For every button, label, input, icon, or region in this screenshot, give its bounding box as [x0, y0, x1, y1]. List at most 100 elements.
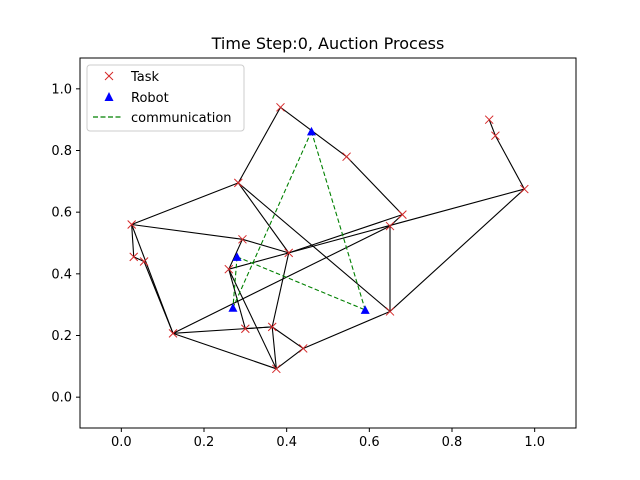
task-marker-stroke: [491, 131, 500, 141]
task-marker-stroke: [398, 210, 407, 219]
task-marker: [129, 252, 139, 262]
tasks-layer: [127, 102, 529, 374]
graph-edge: [271, 326, 277, 369]
task-marker-stroke: [385, 221, 395, 231]
task-marker-stroke: [127, 220, 137, 229]
task-marker-stroke: [271, 364, 281, 374]
task-marker-stroke: [240, 324, 250, 334]
graph-edge: [302, 310, 391, 349]
task-marker: [298, 344, 308, 353]
task-marker-stroke: [484, 115, 494, 125]
task-marker: [276, 102, 285, 112]
task-marker: [342, 152, 351, 162]
graph-edge: [172, 332, 277, 370]
task-marker-stroke: [342, 152, 351, 162]
legend-robot-marker: [104, 92, 114, 101]
task-marker: [168, 328, 178, 338]
task-marker-stroke: [233, 178, 243, 188]
task-marker: [284, 248, 294, 258]
x-tick-label: 0.6: [359, 435, 380, 450]
task-marker: [398, 210, 407, 219]
task-marker: [139, 257, 149, 266]
task-marker: [484, 115, 494, 125]
graph-edge: [172, 326, 273, 334]
robot-marker: [228, 303, 238, 312]
graph-edge: [488, 119, 496, 136]
graph-edge: [228, 239, 243, 270]
communication-link: [310, 131, 366, 311]
graph-edge: [242, 238, 289, 254]
graph-edge: [133, 256, 145, 263]
graph-edge: [131, 224, 135, 257]
communication-link: [232, 256, 238, 308]
robot-marker: [360, 305, 370, 314]
x-tick-label: 0.8: [442, 435, 463, 450]
chart-title: Time Step:0, Auction Process: [211, 34, 445, 53]
plot-area-frame: [79, 57, 577, 429]
legend-task-marker: [104, 71, 114, 81]
robot-marker: [232, 252, 242, 261]
task-marker: [267, 322, 277, 332]
x-tick-label: 0.0: [111, 435, 132, 450]
task-marker-stroke: [267, 322, 277, 332]
legend-box: [86, 64, 245, 132]
task-marker: [240, 324, 250, 334]
communication-link: [232, 131, 312, 308]
task-marker: [224, 264, 234, 274]
graph-edge: [288, 188, 525, 254]
y-tick-label: 0.0: [51, 391, 72, 406]
task-marker-stroke: [276, 102, 285, 112]
task-marker: [385, 307, 395, 316]
x-tick-label: 0.2: [194, 435, 215, 450]
x-tick-label: 0.4: [276, 435, 297, 450]
graph-edge: [237, 182, 391, 312]
graph-edge: [346, 156, 403, 216]
graph-edge: [237, 182, 290, 254]
graph-edge: [131, 182, 239, 226]
task-marker: [238, 234, 247, 244]
graph-edge: [228, 268, 277, 370]
task-marker-stroke: [168, 328, 178, 338]
x-tick-label: 1.0: [524, 435, 545, 450]
communication-link: [236, 256, 366, 311]
task-marker: [519, 184, 529, 194]
task-marker: [127, 220, 137, 229]
robots-layer: [228, 126, 370, 314]
graph-edge: [389, 188, 525, 312]
graph-edge: [494, 135, 525, 190]
y-tick-label: 1.0: [51, 82, 72, 97]
task-marker-stroke: [224, 264, 234, 274]
edges-layer: [131, 106, 525, 370]
graph-edge: [237, 107, 281, 184]
task-marker: [491, 131, 500, 141]
y-tick-label: 0.4: [51, 267, 72, 282]
graph-edge: [271, 252, 290, 327]
task-marker-stroke: [519, 184, 529, 194]
y-tick-label: 0.6: [51, 206, 72, 221]
graph-edge: [271, 326, 304, 349]
y-tick-label: 0.8: [51, 144, 72, 159]
robot-marker: [306, 126, 316, 136]
task-marker: [233, 178, 243, 188]
graph-edge: [288, 214, 403, 254]
legend: Task Robot communication: [86, 64, 245, 132]
task-marker-stroke: [129, 252, 139, 262]
graph-edge: [228, 252, 289, 270]
legend-robot-label: Robot: [131, 91, 169, 106]
legend-task-label: Task: [130, 70, 160, 85]
task-marker: [385, 221, 395, 231]
task-marker-stroke: [284, 248, 294, 258]
task-marker-stroke: [385, 307, 395, 316]
communication-layer: [232, 131, 366, 311]
task-marker-stroke: [298, 344, 308, 353]
task-marker: [271, 364, 281, 374]
y-tick-label: 0.2: [51, 329, 72, 344]
graph-edge: [131, 224, 174, 334]
task-marker-stroke: [238, 234, 247, 244]
y-axis-ticks: 0.0 0.2 0.4 0.6 0.8 1.0: [51, 82, 80, 406]
legend-communication-label: communication: [131, 111, 232, 126]
x-axis-ticks: 0.0 0.2 0.4 0.6 0.8 1.0: [111, 428, 545, 450]
graph-edge: [172, 225, 391, 334]
graph-edge: [276, 348, 304, 370]
